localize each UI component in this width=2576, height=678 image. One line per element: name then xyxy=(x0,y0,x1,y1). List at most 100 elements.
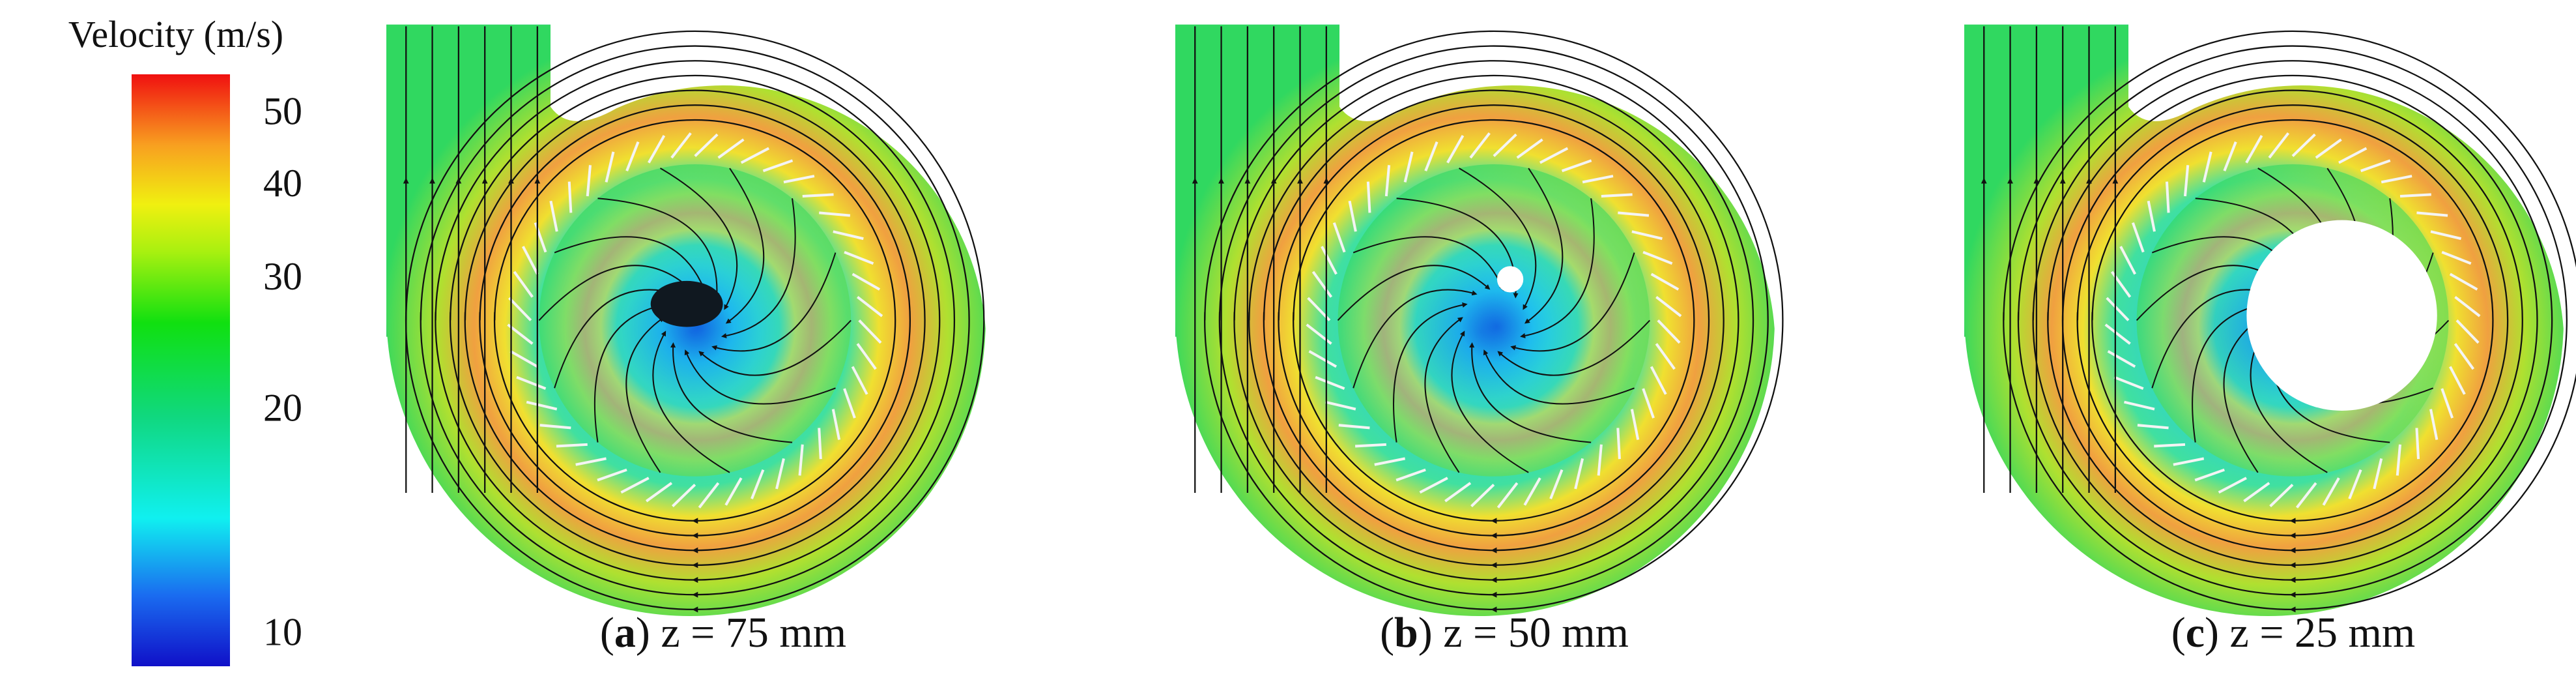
blade xyxy=(1419,477,1448,494)
blade xyxy=(1493,133,1517,157)
blade xyxy=(2416,211,2448,217)
blade xyxy=(1650,273,1680,291)
streamline xyxy=(725,168,765,324)
streamline xyxy=(1248,74,1739,568)
blade xyxy=(2415,428,2420,460)
blade xyxy=(2124,400,2155,411)
blade xyxy=(2322,477,2340,506)
blade xyxy=(2373,458,2383,490)
panel-caption: (a) z = 75 mm xyxy=(600,609,846,656)
blade xyxy=(1597,444,1603,476)
blade xyxy=(1338,424,1370,430)
caption-open: ( xyxy=(2171,609,2186,656)
streamline xyxy=(538,265,692,321)
blade xyxy=(2147,200,2156,232)
blade xyxy=(1650,366,1667,395)
blade xyxy=(717,138,745,159)
blade xyxy=(852,273,881,291)
blade xyxy=(2449,366,2466,395)
streamline xyxy=(1352,289,1478,389)
blade xyxy=(2338,147,2368,164)
blade xyxy=(851,366,868,395)
streamline xyxy=(1459,168,1537,310)
blade xyxy=(1523,477,1541,506)
streamline xyxy=(2032,60,2553,583)
colorbar-tick-label: 50 xyxy=(263,89,302,132)
streamline xyxy=(2076,104,2509,539)
blade xyxy=(2396,444,2402,476)
blade xyxy=(513,271,534,298)
blade xyxy=(858,319,882,344)
caption-text: ) z = 25 mm xyxy=(2205,609,2415,656)
streamline xyxy=(554,236,706,291)
streamline xyxy=(1233,60,1754,583)
streamline xyxy=(405,30,985,613)
blade xyxy=(2218,477,2247,494)
streamline xyxy=(670,342,793,443)
impeller-core xyxy=(1338,164,1650,477)
blade xyxy=(2223,141,2237,171)
flow-panel xyxy=(1964,24,2576,617)
streamline xyxy=(2017,45,2568,598)
blade xyxy=(1444,482,1472,503)
streamline xyxy=(721,198,796,338)
blade xyxy=(1308,350,1338,368)
streamline xyxy=(1218,45,1769,598)
streamline xyxy=(2223,317,2262,473)
blade xyxy=(2173,457,2205,466)
caption-open: ( xyxy=(1380,609,1394,656)
blade xyxy=(2154,443,2186,448)
blade xyxy=(831,409,841,440)
blade xyxy=(516,376,547,390)
blade xyxy=(856,295,883,317)
blade xyxy=(2399,193,2431,198)
blade xyxy=(509,350,538,368)
blade xyxy=(2202,151,2212,183)
blade xyxy=(549,200,558,232)
blade xyxy=(833,230,864,241)
blade xyxy=(2454,295,2481,317)
blade xyxy=(1332,222,1346,253)
vortex xyxy=(650,280,723,327)
blade xyxy=(2137,424,2169,430)
colorbar-tick-label: 40 xyxy=(263,162,302,205)
blade xyxy=(2106,297,2130,321)
colorbar-tick-label: 20 xyxy=(263,386,302,429)
colorbar xyxy=(132,74,230,666)
blade xyxy=(2268,132,2290,159)
blade xyxy=(2454,343,2475,370)
caption-letter: b xyxy=(1394,609,1418,656)
blade xyxy=(762,159,794,173)
blade xyxy=(522,246,539,275)
blade xyxy=(2441,250,2472,265)
streamline xyxy=(1278,104,1710,539)
streamline xyxy=(2250,331,2328,473)
blade xyxy=(567,181,573,213)
streamline xyxy=(2091,119,2494,524)
blade xyxy=(2245,135,2263,164)
blade xyxy=(1348,200,1357,232)
blade xyxy=(1355,443,1386,448)
streamline xyxy=(2047,74,2538,568)
blade xyxy=(1618,211,1650,217)
blade xyxy=(1424,141,1438,171)
streamline xyxy=(1483,349,1635,405)
blade xyxy=(625,141,640,171)
blade xyxy=(2107,350,2136,368)
blade xyxy=(2315,138,2342,159)
blade xyxy=(2430,230,2461,241)
blade xyxy=(1315,376,1345,390)
blade xyxy=(1630,409,1640,440)
blade xyxy=(740,147,770,164)
blade xyxy=(1321,246,1338,275)
blade xyxy=(1574,458,1584,490)
blade xyxy=(586,165,592,197)
blade xyxy=(556,443,588,448)
caption-text: ) z = 50 mm xyxy=(1418,609,1629,656)
blade xyxy=(2360,159,2391,173)
panel-caption: (b) z = 50 mm xyxy=(1380,609,1629,656)
panel-caption: (c) z = 25 mm xyxy=(2171,609,2415,656)
blade xyxy=(2440,388,2454,419)
colorbar-tick-label: 10 xyxy=(263,611,302,654)
